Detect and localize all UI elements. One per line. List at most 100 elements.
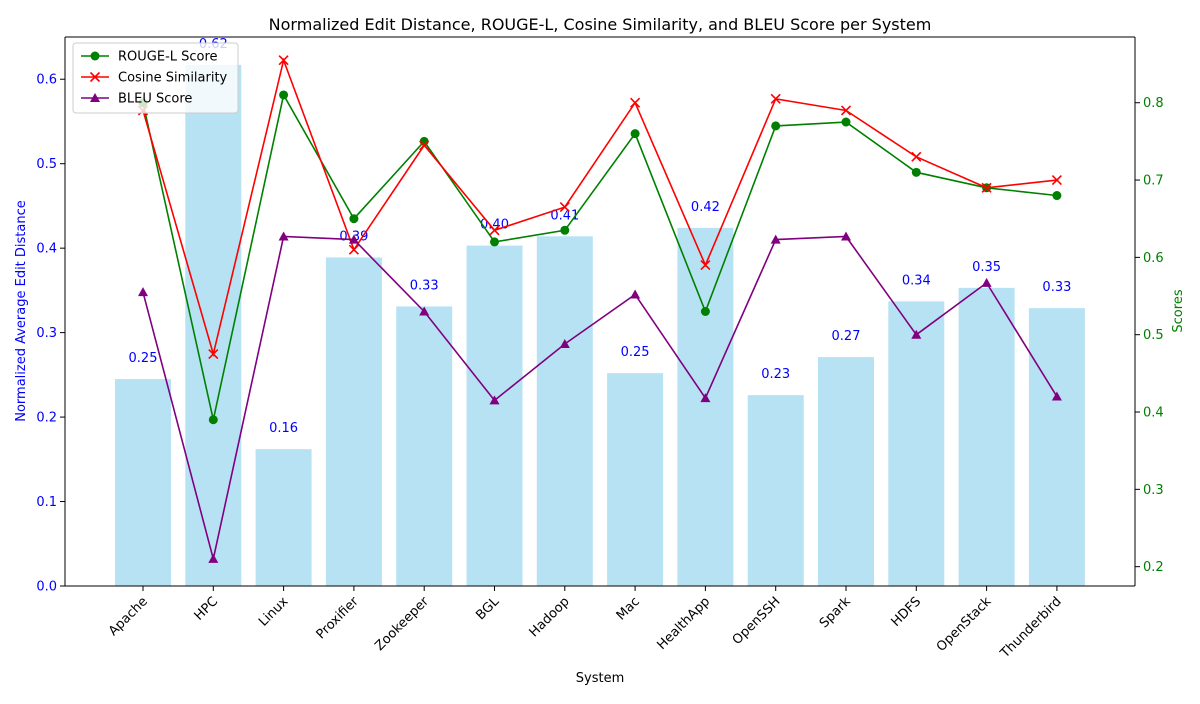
line-rouge-l-score xyxy=(142,92,1057,420)
bar-thunderbird xyxy=(1028,308,1085,586)
x-tick-label-proxifier: Proxifier xyxy=(314,594,363,643)
legend-marker-cosine-similarity xyxy=(89,71,101,83)
point-bleu-score xyxy=(278,231,289,241)
chart-title: Normalized Edit Distance, ROUGE-L, Cosin… xyxy=(269,15,932,34)
point-rouge-l-score xyxy=(279,90,289,100)
x-tick-label-thunderbird: Thunderbird xyxy=(997,594,1065,662)
y-left-tick-label: 0.3 xyxy=(36,326,57,341)
bar-healthapp xyxy=(677,227,734,587)
point-bleu-score xyxy=(489,395,500,405)
y-left-tick-label: 0.4 xyxy=(36,242,57,257)
x-tick-label-spark: Spark xyxy=(817,594,854,631)
bar-zookeeper xyxy=(396,306,453,586)
bar-bgl xyxy=(466,245,523,586)
y-right-tick-label: 0.7 xyxy=(1143,174,1164,189)
x-tick-label-openssh: OpenSSH xyxy=(730,594,784,648)
bar-value-label: 0.23 xyxy=(761,367,790,382)
bar-hdfs xyxy=(888,301,945,586)
point-cosine-similarity xyxy=(208,348,219,360)
point-bleu-score xyxy=(700,393,711,403)
x-tick-label-openstack: OpenStack xyxy=(934,594,995,655)
legend-marker-bleu-score xyxy=(90,93,100,102)
bar-value-label: 0.34 xyxy=(902,273,931,288)
bar-apache xyxy=(115,379,171,586)
y-left-tick-label: 0.5 xyxy=(36,157,57,172)
y-right-tick-label: 0.3 xyxy=(1143,483,1164,498)
point-cosine-similarity xyxy=(911,151,922,162)
point-rouge-l-score xyxy=(349,214,359,224)
point-cosine-similarity xyxy=(348,244,359,255)
y-right-tick-label: 0.5 xyxy=(1143,328,1164,343)
bar-value-label: 0.27 xyxy=(832,329,861,344)
point-rouge-l-score xyxy=(560,225,570,235)
y-right-tick-label: 0.2 xyxy=(1143,560,1164,575)
x-tick-label-hadoop: Hadoop xyxy=(527,594,573,640)
y-right-tick-label: 0.6 xyxy=(1143,251,1164,266)
bar-mac xyxy=(607,373,664,586)
x-tick-label-mac: Mac xyxy=(614,594,643,623)
point-bleu-score xyxy=(1051,391,1062,401)
point-bleu-score xyxy=(208,553,219,563)
point-cosine-similarity xyxy=(489,225,500,236)
point-rouge-l-score xyxy=(208,415,218,425)
point-cosine-similarity xyxy=(1051,174,1062,186)
point-cosine-similarity xyxy=(770,93,781,104)
legend-marker-rouge-l-score xyxy=(90,51,100,61)
point-rouge-l-score xyxy=(911,167,921,177)
y-left-tick-label: 0.6 xyxy=(36,73,57,88)
bar-value-label: 0.25 xyxy=(621,345,650,360)
point-cosine-similarity xyxy=(419,140,430,151)
y-right-tick-label: 0.8 xyxy=(1143,96,1164,111)
x-tick-label-healthapp: HealthApp xyxy=(654,594,713,653)
legend-box xyxy=(72,42,239,114)
point-bleu-score xyxy=(630,289,641,299)
point-bleu-score xyxy=(981,277,992,287)
point-bleu-score xyxy=(841,231,851,241)
bar-value-label: 0.16 xyxy=(269,421,298,436)
point-rouge-l-score xyxy=(841,117,851,127)
x-tick-label-hpc: HPC xyxy=(192,594,221,623)
bar-value-label: 0.33 xyxy=(1042,280,1071,295)
point-cosine-similarity xyxy=(981,182,992,193)
legend: ROUGE-L Score Cosine Similarity BLEU Score xyxy=(72,42,239,114)
bar-spark xyxy=(818,357,874,586)
bar-proxifier xyxy=(325,257,382,586)
x-tick-label-hdfs: HDFS xyxy=(889,594,925,630)
bar-value-label: 0.25 xyxy=(129,351,158,366)
x-tick-label-bgl: BGL xyxy=(473,594,503,624)
point-cosine-similarity xyxy=(278,55,289,66)
point-cosine-similarity xyxy=(700,260,711,271)
point-cosine-similarity xyxy=(630,97,641,108)
point-rouge-l-score xyxy=(771,121,781,131)
bar-hadoop xyxy=(536,236,593,586)
x-tick-label-zookeeper: Zookeeper xyxy=(372,594,432,654)
point-rouge-l-score xyxy=(490,237,499,247)
point-bleu-score xyxy=(138,287,148,297)
point-bleu-score xyxy=(559,338,570,348)
y-axis-left-label: Normalized Average Edit Distance xyxy=(14,200,29,422)
bar-value-label: 0.33 xyxy=(410,278,439,293)
point-bleu-score xyxy=(770,234,781,244)
plot-area: 0.250.620.160.390.330.400.410.250.420.23… xyxy=(36,36,1164,662)
y-left-tick-label: 0.2 xyxy=(36,411,57,426)
point-rouge-l-score xyxy=(630,129,640,139)
legend-label-rouge-l-score: ROUGE-L Score xyxy=(118,50,218,65)
bar-hpc xyxy=(185,64,242,586)
point-rouge-l-score xyxy=(700,307,710,316)
point-cosine-similarity xyxy=(840,105,852,116)
y-left-tick-label: 0.0 xyxy=(36,580,57,595)
line-bleu-score xyxy=(142,235,1058,560)
bar-openssh xyxy=(747,395,804,586)
y-left-tick-label: 0.1 xyxy=(36,495,57,510)
legend-label-cosine-similarity: Cosine Similarity xyxy=(118,71,228,86)
legend-label-bleu-score: BLEU Score xyxy=(118,92,192,107)
point-bleu-score xyxy=(911,329,922,339)
x-tick-label-linux: Linux xyxy=(256,594,292,630)
point-bleu-score xyxy=(348,234,359,244)
y-axis-right-label: Scores xyxy=(1171,289,1186,332)
bar-value-label: 0.42 xyxy=(691,200,720,215)
point-bleu-score xyxy=(419,306,430,316)
x-tick-label-apache: Apache xyxy=(106,594,151,639)
